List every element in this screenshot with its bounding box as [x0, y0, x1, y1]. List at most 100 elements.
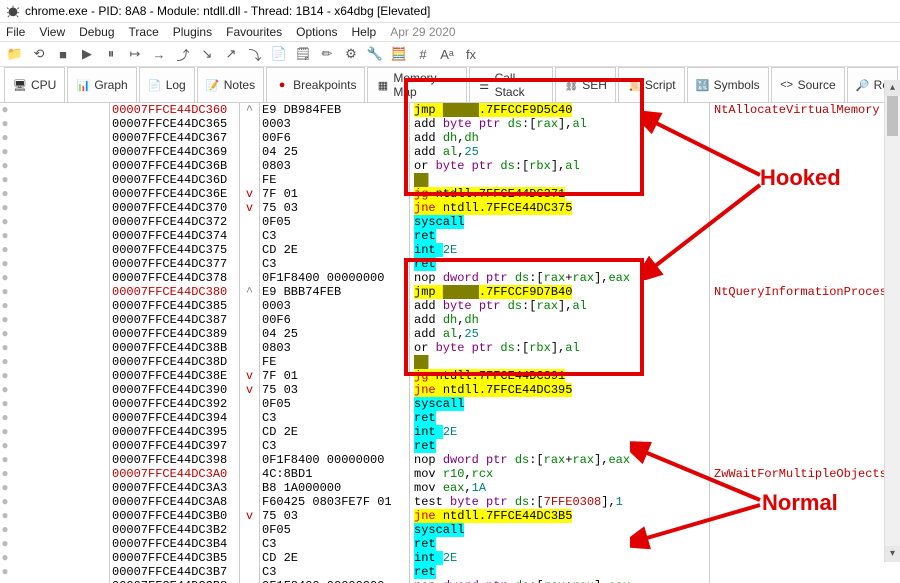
bytes-col: C3: [260, 257, 410, 271]
menu-plugins[interactable]: Plugins: [173, 25, 212, 39]
toolbar-button-3[interactable]: ▶: [78, 45, 96, 63]
menu-file[interactable]: File: [6, 25, 25, 39]
comment-col: [710, 299, 900, 313]
disasm-row[interactable]: ●00007FFCE44DC36904 25add al,25: [0, 145, 900, 159]
toolbar-button-13[interactable]: ✏: [318, 45, 336, 63]
tab-notes[interactable]: 📝Notes: [197, 67, 264, 102]
menu-trace[interactable]: Trace: [129, 25, 159, 39]
toolbar: 📁 ⟲ ■ ▶ ⏸ ↦ → ⤴ ↘ ↗ ⤵ 📄 🗒 ✏ ⚙ 🔧 🧮 # Aᵃfx: [0, 41, 900, 67]
menu-help[interactable]: Help: [352, 25, 377, 39]
disasm-row[interactable]: ●00007FFCE44DC38904 25add al,25: [0, 327, 900, 341]
tab-source[interactable]: <>Source: [771, 67, 845, 102]
toolbar-button-15[interactable]: 🔧: [366, 45, 384, 63]
toolbar-button-14[interactable]: ⚙: [342, 45, 360, 63]
disasm-row[interactable]: ●00007FFCE44DC3780F1F8400 00000000nop dw…: [0, 271, 900, 285]
toolbar-button-18[interactable]: Aᵃ: [438, 45, 456, 63]
comment-col: [710, 439, 900, 453]
scroll-up-button[interactable]: ▴: [885, 80, 900, 96]
disasm-row[interactable]: ●00007FFCE44DC3B80F1F8400 00000000nop dw…: [0, 579, 900, 583]
disasm-row[interactable]: ●00007FFCE44DC3B20F05syscall: [0, 523, 900, 537]
bytes-col: 7F 01: [260, 369, 410, 383]
disasm-row[interactable]: ●00007FFCE44DC3650003add byte ptr ds:[ra…: [0, 117, 900, 131]
toolbar-button-11[interactable]: 📄: [270, 45, 288, 63]
toolbar-button-1[interactable]: ⟲: [30, 45, 48, 63]
tab-breakpoints[interactable]: ●Breakpoints: [266, 67, 365, 102]
toolbar-button-4[interactable]: ⏸: [102, 45, 120, 63]
disasm-row[interactable]: ●00007FFCE44DC397C3ret: [0, 439, 900, 453]
gutter: ●: [0, 537, 110, 551]
menu-debug[interactable]: Debug: [79, 25, 114, 39]
toolbar-button-2[interactable]: ■: [54, 45, 72, 63]
tab-script[interactable]: 📜Script: [618, 67, 685, 102]
toolbar-button-17[interactable]: #: [414, 45, 432, 63]
comment-col: [710, 411, 900, 425]
gutter: ●: [0, 285, 110, 299]
disasm-row[interactable]: ●00007FFCE44DC3B7C3ret: [0, 565, 900, 579]
disasm-row[interactable]: ●00007FFCE44DC375CD 2Eint 2E: [0, 243, 900, 257]
bytes-col: 0F1F8400 00000000: [260, 271, 410, 285]
disasm-row[interactable]: ●00007FFCE44DC3B5CD 2Eint 2E: [0, 551, 900, 565]
instruction-col: jne ntdll.7FFCE44DC395: [410, 383, 710, 397]
disasm-row[interactable]: ●00007FFCE44DC3720F05syscall: [0, 215, 900, 229]
toolbar-button-7[interactable]: ⤴: [174, 45, 192, 63]
bytes-col: 0F05: [260, 523, 410, 537]
disasm-row[interactable]: ●00007FFCE44DC390v75 03jne ntdll.7FFCE44…: [0, 383, 900, 397]
disasm-row[interactable]: ●00007FFCE44DC36700F6add dh,dh: [0, 131, 900, 145]
disasm-row[interactable]: ●00007FFCE44DC38B0803or byte ptr ds:[rbx…: [0, 341, 900, 355]
disasm-row[interactable]: ●00007FFCE44DC3920F05syscall: [0, 397, 900, 411]
tab-graph[interactable]: 📊Graph: [67, 67, 136, 102]
disasm-row[interactable]: ●00007FFCE44DC360^E9 DB984FEBjmp █████.7…: [0, 103, 900, 117]
vertical-scrollbar[interactable]: ▴ ▾: [884, 80, 900, 562]
tab-seh[interactable]: ⛓SEH: [555, 67, 616, 102]
gutter: ●: [0, 327, 110, 341]
toolbar-button-10[interactable]: ⤵: [246, 45, 264, 63]
disasm-row[interactable]: ●00007FFCE44DC394C3ret: [0, 411, 900, 425]
tab-cpu[interactable]: 🖥CPU: [4, 67, 65, 102]
disasm-row[interactable]: ●00007FFCE44DC395CD 2Eint 2E: [0, 425, 900, 439]
disasm-row[interactable]: ●00007FFCE44DC38700F6add dh,dh: [0, 313, 900, 327]
disasm-row[interactable]: ●00007FFCE44DC380^E9 BBB74FEBjmp █████.7…: [0, 285, 900, 299]
scroll-down-button[interactable]: ▾: [885, 546, 900, 562]
disasm-row[interactable]: ●00007FFCE44DC3B4C3ret: [0, 537, 900, 551]
gutter: ●: [0, 159, 110, 173]
gutter: ●: [0, 369, 110, 383]
instruction-col: nop dword ptr ds:[rax+rax],eax: [410, 579, 710, 583]
disasm-row[interactable]: ●00007FFCE44DC370v75 03jne ntdll.7FFCE44…: [0, 201, 900, 215]
toolbar-button-19[interactable]: fx: [462, 45, 480, 63]
tabbar: 🖥CPU📊Graph📄Log📝Notes●Breakpoints▦Memory …: [0, 67, 900, 103]
tab-memory-map[interactable]: ▦Memory Map: [367, 67, 466, 102]
comment-col: [710, 523, 900, 537]
scroll-thumb[interactable]: [887, 96, 898, 136]
comment-col: NtAllocateVirtualMemory: [710, 103, 900, 117]
tab-call-stack[interactable]: ☰Call Stack: [469, 67, 554, 102]
mark-col: [240, 341, 260, 355]
disasm-row[interactable]: ●00007FFCE44DC374C3ret: [0, 229, 900, 243]
disasm-row[interactable]: ●00007FFCE44DC3850003add byte ptr ds:[ra…: [0, 299, 900, 313]
bytes-col: B8 1A000000: [260, 481, 410, 495]
disasm-row[interactable]: ●00007FFCE44DC377C3ret: [0, 257, 900, 271]
tab-log[interactable]: 📄Log: [139, 67, 195, 102]
instruction-col: add dh,dh: [410, 131, 710, 145]
tab-symbols[interactable]: 🔣Symbols: [687, 67, 769, 102]
toolbar-button-6[interactable]: →: [150, 45, 168, 63]
disasm-row[interactable]: ●00007FFCE44DC38Ev7F 01jg ntdll.7FFCE44D…: [0, 369, 900, 383]
menu-favourites[interactable]: Favourites: [226, 25, 282, 39]
menu-options[interactable]: Options: [296, 25, 337, 39]
bytes-col: 0F05: [260, 397, 410, 411]
tab-label: Symbols: [714, 78, 760, 92]
address-col: 00007FFCE44DC397: [110, 439, 240, 453]
disasm-row[interactable]: ●00007FFCE44DC3980F1F8400 00000000nop dw…: [0, 453, 900, 467]
gutter: ●: [0, 187, 110, 201]
disasm-row[interactable]: ●00007FFCE44DC3A04C:8BD1mov r10,rcxZwWai…: [0, 467, 900, 481]
toolbar-button-12[interactable]: 🗒: [294, 45, 312, 63]
toolbar-button-0[interactable]: 📁: [6, 45, 24, 63]
menu-view[interactable]: View: [39, 25, 65, 39]
address-col: 00007FFCE44DC38B: [110, 341, 240, 355]
toolbar-button-8[interactable]: ↘: [198, 45, 216, 63]
disasm-row[interactable]: ●00007FFCE44DC38DFE██: [0, 355, 900, 369]
instruction-col: ret: [410, 257, 710, 271]
toolbar-button-9[interactable]: ↗: [222, 45, 240, 63]
toolbar-button-16[interactable]: 🧮: [390, 45, 408, 63]
toolbar-button-5[interactable]: ↦: [126, 45, 144, 63]
address-col: 00007FFCE44DC365: [110, 117, 240, 131]
